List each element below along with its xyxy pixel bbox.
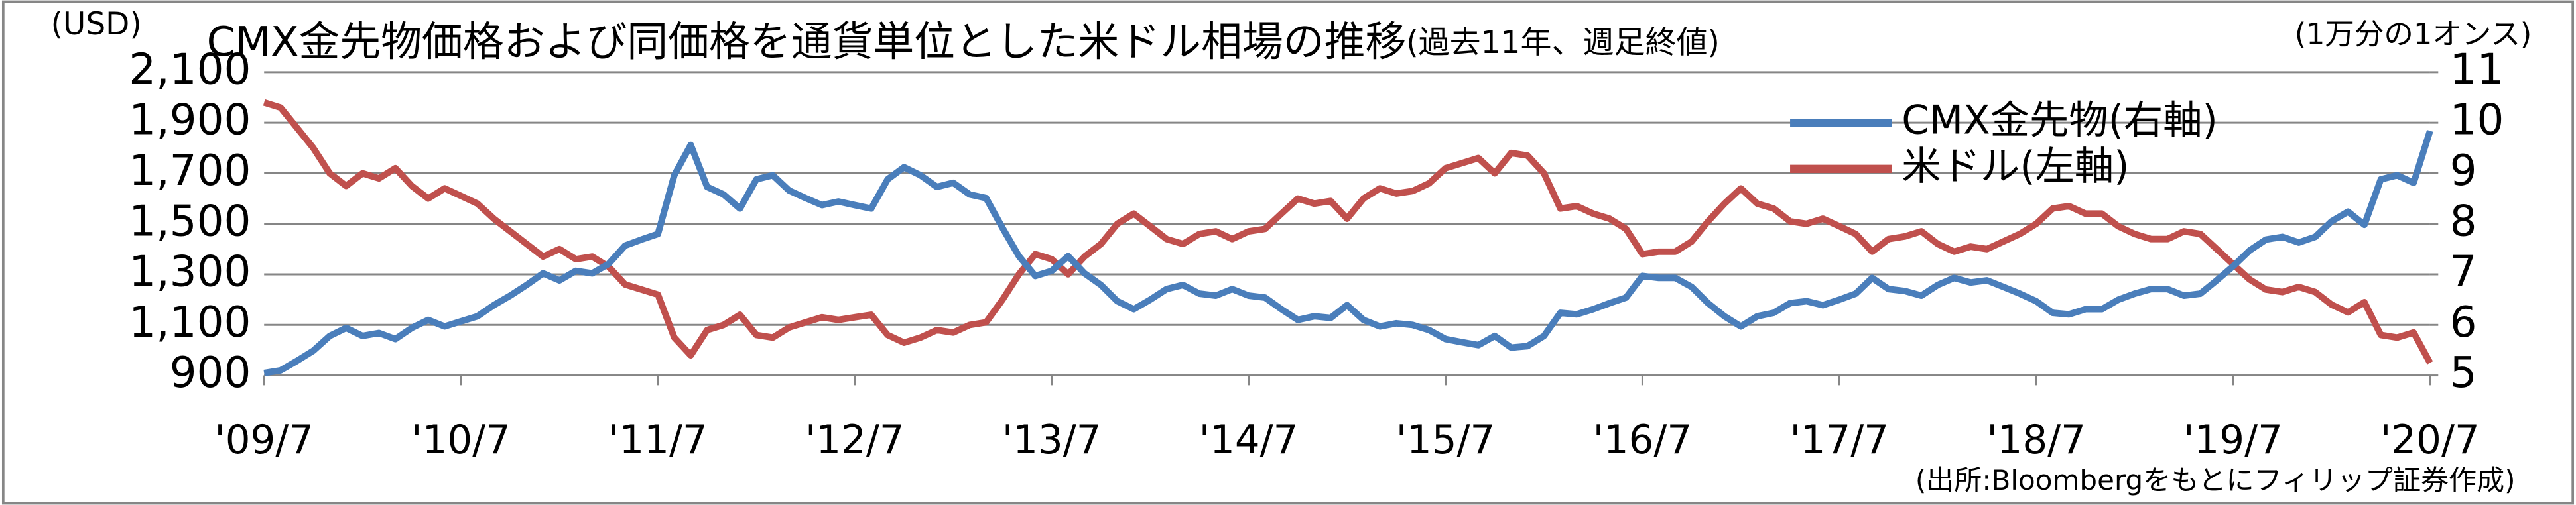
x-tick-label: '11/7 (608, 418, 708, 463)
y-tick-label: 1,300 (129, 247, 251, 297)
y2-tick-label: 7 (2450, 247, 2477, 297)
x-tick-label: '14/7 (1199, 418, 1299, 463)
y-tick-label: 900 (170, 348, 251, 398)
y2-tick-label: 6 (2450, 298, 2477, 347)
series-line (263, 129, 2433, 376)
x-tick-label: '17/7 (1789, 418, 1889, 463)
x-tick-label: '10/7 (411, 418, 511, 463)
y2-tick-label: 11 (2450, 44, 2504, 94)
chart-title: CMX金先物価格および同価格を通貨単位とした米ドル相場の推移(過去11年、週足終… (207, 18, 1720, 66)
subtitle: (過去11年、週足終値) (1406, 24, 1719, 60)
series-line (263, 99, 2433, 365)
x-tick-label: '09/7 (214, 418, 314, 463)
x-tick-label: '18/7 (1986, 418, 2086, 463)
y2-tick-label: 10 (2450, 95, 2504, 145)
y2-tick-label: 8 (2450, 196, 2477, 246)
source-note: (出所:Bloombergをもとにフィリップ証券作成) (1915, 464, 2516, 496)
y2-axis-label: (1万分の1オンス) (2295, 17, 2532, 51)
legend-label: CMX金先物(右軸) (1901, 98, 2217, 144)
legend-label: 米ドル(左軸) (1901, 144, 2129, 190)
y2-tick-label: 9 (2450, 146, 2477, 196)
y-tick-label: 1,100 (129, 298, 251, 347)
y-tick-label: 1,700 (129, 146, 251, 196)
y2-tick-label: 5 (2450, 348, 2477, 398)
y-tick-label: 2,100 (129, 44, 251, 94)
title: CMX金先物価格および同価格を通貨単位とした米ドル相場の推移 (207, 18, 1407, 66)
y-tick-label: 1,900 (129, 95, 251, 145)
x-tick-label: '20/7 (2380, 418, 2480, 463)
y-tick-label: 1,500 (129, 196, 251, 246)
x-tick-label: '15/7 (1396, 418, 1496, 463)
x-tick-label: '16/7 (1593, 418, 1693, 463)
y-axis-label: (USD) (51, 6, 142, 42)
x-tick-label: '13/7 (1002, 418, 1102, 463)
x-tick-label: '12/7 (805, 418, 905, 463)
x-tick-label: '19/7 (2183, 418, 2283, 463)
